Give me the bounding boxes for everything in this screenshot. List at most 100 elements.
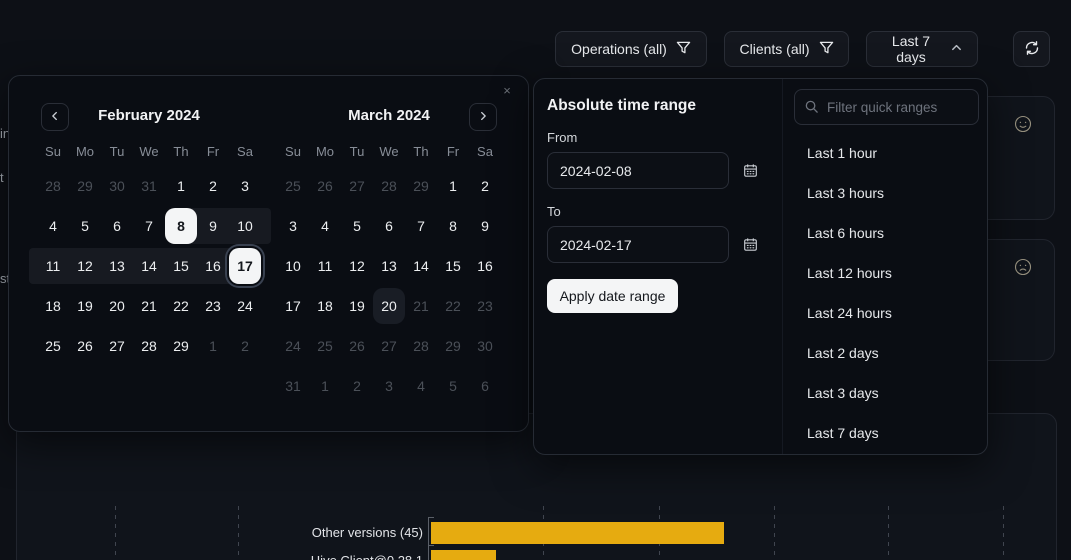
calendar-day[interactable]: 19 bbox=[341, 286, 373, 326]
calendar-day[interactable]: 4 bbox=[309, 206, 341, 246]
calendar-day[interactable]: 23 bbox=[197, 286, 229, 326]
day-number: 20 bbox=[373, 288, 405, 324]
calendar-day[interactable]: 6 bbox=[101, 206, 133, 246]
quick-range-item[interactable]: Last 12 hours bbox=[807, 265, 892, 281]
chart-gridline bbox=[888, 506, 889, 560]
calendar-day: 27 bbox=[341, 166, 373, 206]
calendar-day[interactable]: 17 bbox=[277, 286, 309, 326]
close-icon[interactable]: × bbox=[503, 83, 511, 98]
month-march: March 2024 Su Mo Tu We Th Fr Sa 25 26 27 28 29 1 2 3 4… bbox=[277, 106, 501, 406]
calendar-day[interactable]: 28 bbox=[133, 326, 165, 366]
calendar-day[interactable]: 22 bbox=[165, 286, 197, 326]
chart-gridline bbox=[238, 506, 239, 560]
day-number: 21 bbox=[413, 298, 429, 314]
day-number: 10 bbox=[237, 218, 253, 234]
calendar-day[interactable]: 2 bbox=[197, 166, 229, 206]
calendar-day[interactable]: 25 bbox=[37, 326, 69, 366]
calendar-day[interactable]: 14 bbox=[405, 246, 437, 286]
calendar-day[interactable]: 27 bbox=[101, 326, 133, 366]
quick-range-item[interactable]: Last 24 hours bbox=[807, 305, 892, 321]
calendar-day[interactable]: 1 bbox=[165, 166, 197, 206]
calendar-day[interactable]: 29 bbox=[165, 326, 197, 366]
calendar-day[interactable]: 13 bbox=[373, 246, 405, 286]
bar[interactable] bbox=[431, 550, 496, 560]
calendar-day[interactable]: 16 bbox=[469, 246, 501, 286]
calendar-day[interactable]: 18 bbox=[309, 286, 341, 326]
calendar-day[interactable]: 6 bbox=[373, 206, 405, 246]
calendar-day[interactable]: 15 bbox=[165, 246, 197, 286]
calendar-day[interactable]: 13 bbox=[101, 246, 133, 286]
calendar-day[interactable]: 21 bbox=[133, 286, 165, 326]
range-band bbox=[197, 248, 229, 284]
quick-range-item[interactable]: Last 7 days bbox=[807, 425, 879, 441]
bar[interactable] bbox=[431, 522, 724, 544]
calendar-day[interactable]: 7 bbox=[405, 206, 437, 246]
calendar-day[interactable]: 10 bbox=[229, 206, 271, 246]
day-number: 3 bbox=[385, 378, 393, 394]
clients-filter-button[interactable]: Clients (all) bbox=[724, 31, 849, 67]
calendar-day[interactable]: 17 bbox=[229, 246, 261, 286]
filter-quick-ranges-input[interactable] bbox=[794, 89, 979, 125]
day-number: 2 bbox=[209, 178, 217, 194]
calendar-day[interactable]: 9 bbox=[469, 206, 501, 246]
calendar-day[interactable]: 12 bbox=[69, 246, 101, 286]
calendar-day[interactable]: 14 bbox=[133, 246, 165, 286]
day-number: 15 bbox=[173, 258, 189, 274]
day-number: 24 bbox=[285, 338, 301, 354]
calendar-day[interactable]: 7 bbox=[133, 206, 165, 246]
quick-range-item[interactable]: Last 3 hours bbox=[807, 185, 885, 201]
calendar-day[interactable]: 24 bbox=[229, 286, 261, 326]
calendar-day: 27 bbox=[373, 326, 405, 366]
calendar-day[interactable]: 1 bbox=[437, 166, 469, 206]
weekday-label: Su bbox=[285, 144, 301, 159]
calendar-day[interactable]: 9 bbox=[197, 206, 229, 246]
calendar-day[interactable]: 10 bbox=[277, 246, 309, 286]
previous-month-button[interactable] bbox=[41, 103, 69, 131]
clients-filter-label: Clients (all) bbox=[739, 41, 810, 57]
calendar-day[interactable]: 20 bbox=[101, 286, 133, 326]
calendar-day[interactable]: 16 bbox=[197, 246, 229, 286]
calendar-day[interactable]: 18 bbox=[37, 286, 69, 326]
to-date-input[interactable] bbox=[547, 226, 729, 263]
next-month-button[interactable] bbox=[469, 103, 497, 131]
calendar-day[interactable]: 11 bbox=[309, 246, 341, 286]
calendar-day[interactable]: 3 bbox=[277, 206, 309, 246]
calendar-day: 4 bbox=[405, 366, 437, 406]
calendar-day: 26 bbox=[341, 326, 373, 366]
calendar-day[interactable]: 5 bbox=[69, 206, 101, 246]
calendar-day: 29 bbox=[69, 166, 101, 206]
refresh-button[interactable] bbox=[1013, 31, 1050, 67]
range-band bbox=[197, 208, 229, 244]
bar-category-label: Other versions (45) bbox=[311, 525, 423, 540]
calendar-day[interactable]: 12 bbox=[341, 246, 373, 286]
calendar-day[interactable]: 19 bbox=[69, 286, 101, 326]
calendar-day[interactable]: 8 bbox=[165, 206, 197, 246]
calendar-day: 21 bbox=[405, 286, 437, 326]
day-number: 6 bbox=[481, 378, 489, 394]
weekday-label: Th bbox=[173, 144, 189, 159]
time-range-button[interactable]: Last 7 days bbox=[866, 31, 978, 67]
calendar-day[interactable]: 26 bbox=[69, 326, 101, 366]
operations-filter-button[interactable]: Operations (all) bbox=[555, 31, 707, 67]
chevron-up-icon bbox=[950, 41, 963, 57]
day-number: 28 bbox=[141, 338, 157, 354]
calendar-day[interactable]: 15 bbox=[437, 246, 469, 286]
calendar-day[interactable]: 2 bbox=[469, 166, 501, 206]
calendar-day[interactable]: 8 bbox=[437, 206, 469, 246]
calendar-icon[interactable] bbox=[743, 237, 758, 257]
quick-range-item[interactable]: Last 1 hour bbox=[807, 145, 878, 161]
quick-range-item[interactable]: Last 6 hours bbox=[807, 225, 885, 241]
calendar-day[interactable]: 3 bbox=[229, 166, 261, 206]
quick-range-item[interactable]: Last 3 days bbox=[807, 385, 879, 401]
quick-range-item[interactable]: Last 2 days bbox=[807, 345, 879, 361]
chart-gridline bbox=[774, 506, 775, 560]
calendar-day[interactable]: 4 bbox=[37, 206, 69, 246]
calendar-day[interactable]: 5 bbox=[341, 206, 373, 246]
calendar-day[interactable]: 11 bbox=[29, 246, 69, 286]
from-date-input[interactable] bbox=[547, 152, 729, 189]
calendar-icon[interactable] bbox=[743, 163, 758, 183]
calendar-day[interactable]: 20 bbox=[373, 286, 405, 326]
apply-date-range-button[interactable]: Apply date range bbox=[547, 279, 678, 313]
calendar-day: 28 bbox=[373, 166, 405, 206]
